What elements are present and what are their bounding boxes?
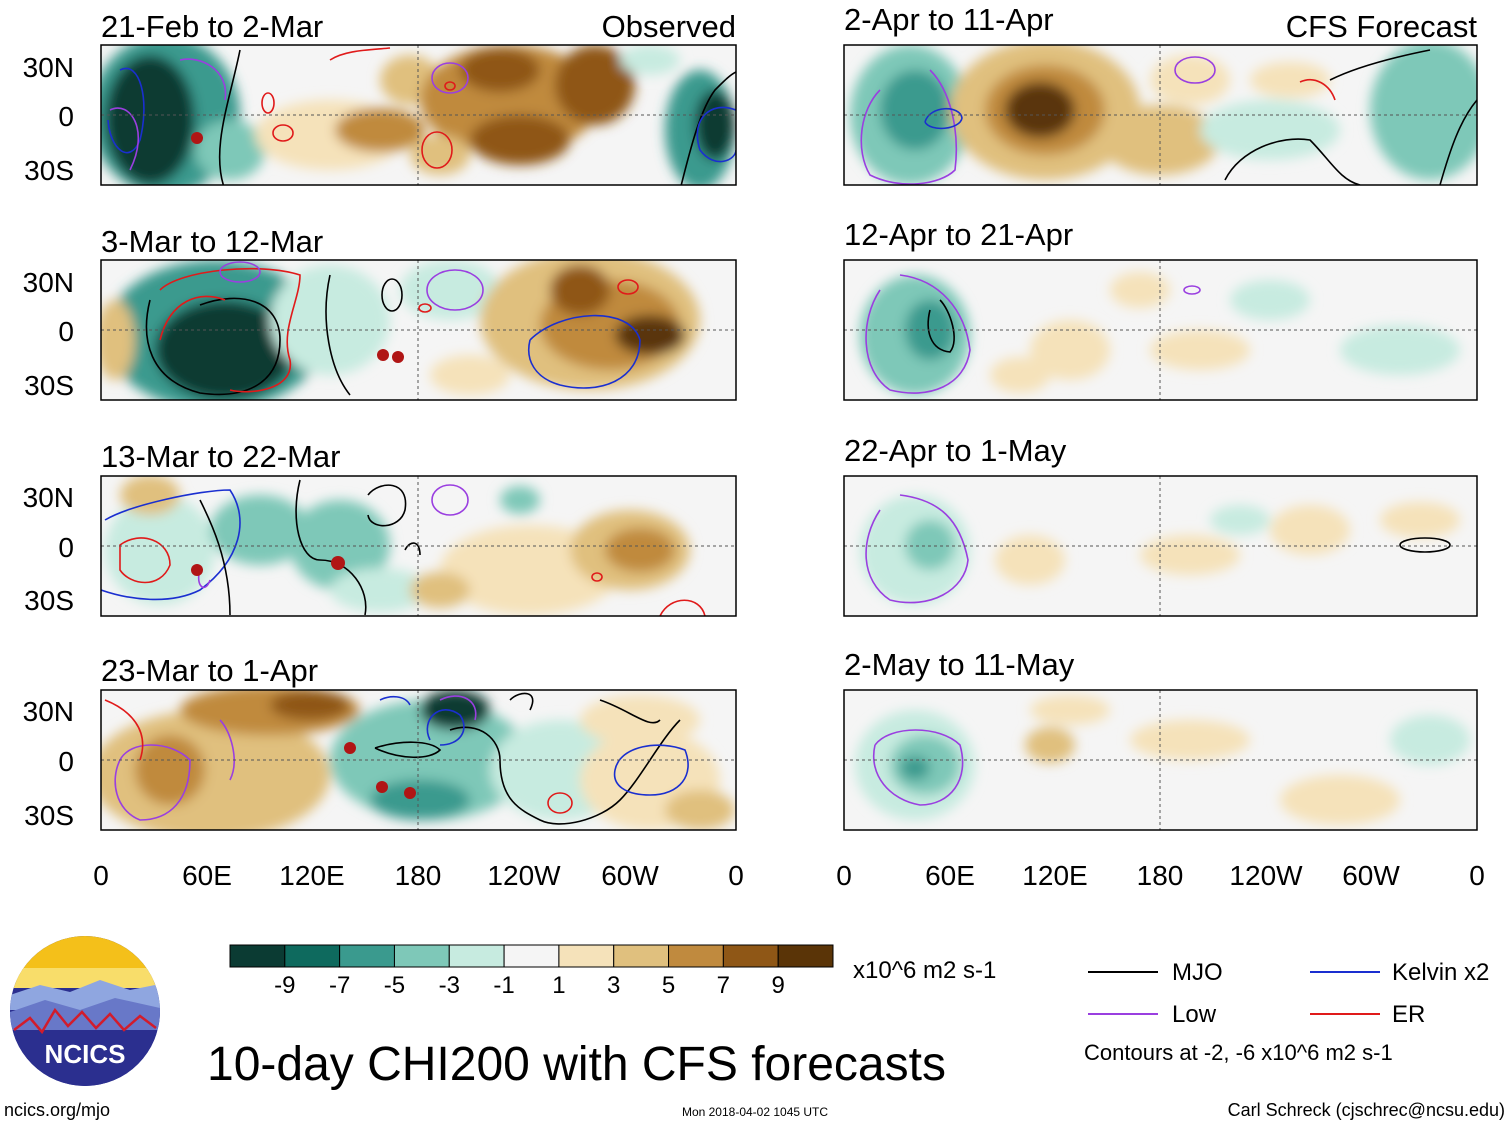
panel-observed-3: 13-Mar to 22-Mar xyxy=(100,439,737,617)
contour-legend: MJO Kelvin x2 Low ER Contours at -2, -6 … xyxy=(1084,959,1489,1065)
panel-observed-2: 3-Mar to 12-Mar xyxy=(100,224,737,401)
colorbar-swatch xyxy=(558,944,615,968)
panel-title: 12-Apr to 21-Apr xyxy=(844,217,1073,252)
colorbar-swatch xyxy=(284,944,341,968)
lat-label: 30S xyxy=(24,800,74,831)
storm-marker xyxy=(344,742,356,754)
legend-label: MJO xyxy=(1172,959,1223,986)
lon-axis-left: 0 60E 120E 180 120W 60W 0 xyxy=(93,860,744,891)
map-field xyxy=(101,45,736,185)
colorbar-tick-label: 1 xyxy=(552,972,565,999)
footer-url[interactable]: ncics.org/mjo xyxy=(4,1100,110,1120)
lat-label: 30S xyxy=(24,585,74,616)
lat-label: 30S xyxy=(24,370,74,401)
colorbar-swatch xyxy=(229,944,286,968)
lat-label: 30N xyxy=(23,696,74,727)
lat-label: 30N xyxy=(23,52,74,83)
contours-note: Contours at -2, -6 x10^6 m2 s-1 xyxy=(1084,1040,1393,1065)
panel-title: 2-May to 11-May xyxy=(844,647,1075,682)
panel-forecast-3: 22-Apr to 1-May xyxy=(843,433,1478,617)
lon-label: 0 xyxy=(836,860,852,891)
colorbar-tick-label: -5 xyxy=(384,972,405,999)
main-title: 10-day CHI200 with CFS forecasts xyxy=(207,1038,946,1091)
legend-label: Kelvin x2 xyxy=(1392,959,1489,986)
lat-label: 0 xyxy=(58,746,74,777)
lon-label: 0 xyxy=(1469,860,1485,891)
lon-label: 0 xyxy=(93,860,109,891)
lon-label: 120E xyxy=(1022,860,1087,891)
ncics-logo: NCICS xyxy=(10,936,160,1086)
colorbar-swatch xyxy=(777,944,834,968)
legend-item-mjo: MJO xyxy=(1088,959,1223,986)
lat-label: 30N xyxy=(23,267,74,298)
lon-label: 120E xyxy=(279,860,344,891)
lon-axis-right: 0 60E 120E 180 120W 60W 0 xyxy=(836,860,1485,891)
lat-label: 0 xyxy=(58,101,74,132)
lon-label: 60E xyxy=(182,860,232,891)
lon-label: 120W xyxy=(1229,860,1303,891)
storm-marker xyxy=(392,351,404,363)
panel-title: 22-Apr to 1-May xyxy=(844,433,1067,468)
colorbar-tick-label: 7 xyxy=(717,972,730,999)
colorbar-swatch xyxy=(448,944,505,968)
colorbar-swatch xyxy=(613,944,670,968)
lon-label: 120W xyxy=(487,860,561,891)
legend-item-low: Low xyxy=(1088,1001,1217,1028)
storm-marker xyxy=(191,564,203,576)
storm-marker xyxy=(376,781,388,793)
colorbar-swatch xyxy=(668,944,724,968)
lon-label: 180 xyxy=(395,860,442,891)
lon-label: 180 xyxy=(1137,860,1184,891)
storm-marker xyxy=(191,132,203,144)
panel-forecast-4: 2-May to 11-May xyxy=(843,647,1478,831)
legend-item-er: ER xyxy=(1310,1001,1425,1028)
panel-title: 3-Mar to 12-Mar xyxy=(101,224,323,259)
lon-label: 0 xyxy=(728,860,744,891)
panel-title: 13-Mar to 22-Mar xyxy=(101,439,340,474)
colorbar-units: x10^6 m2 s-1 xyxy=(853,957,996,984)
lat-label: 0 xyxy=(58,532,74,563)
colorbar: -9 -7 -5 -3 -1 1 3 5 7 9 xyxy=(229,944,834,999)
colorbar-tick-label: 9 xyxy=(772,972,785,999)
panel-title: 23-Mar to 1-Apr xyxy=(101,653,318,688)
map-field xyxy=(844,45,1477,185)
lon-label: 60E xyxy=(925,860,975,891)
lon-label: 60W xyxy=(1342,860,1400,891)
legend-label: ER xyxy=(1392,1001,1425,1028)
storm-marker xyxy=(377,349,389,361)
map-field xyxy=(101,690,736,830)
colorbar-tick-label: 5 xyxy=(662,972,675,999)
lon-label: 60W xyxy=(601,860,659,891)
panel-forecast-1: 2-Apr to 11-Apr CFS Forecast xyxy=(843,2,1478,186)
panel-observed-1: 21-Feb to 2-Mar Observed xyxy=(100,9,737,186)
colorbar-swatch xyxy=(503,944,560,968)
storm-marker xyxy=(331,556,345,570)
colorbar-swatch xyxy=(722,944,779,968)
lat-label: 0 xyxy=(58,316,74,347)
panel-title: 2-Apr to 11-Apr xyxy=(844,2,1054,37)
legend-label: Low xyxy=(1172,1001,1217,1028)
panel-forecast-2: 12-Apr to 21-Apr xyxy=(843,217,1478,401)
colorbar-tick-label: -7 xyxy=(329,972,350,999)
logo-text: NCICS xyxy=(45,1039,126,1069)
forecast-label: CFS Forecast xyxy=(1286,9,1478,44)
colorbar-swatch xyxy=(393,944,450,968)
legend-item-kelvin: Kelvin x2 xyxy=(1310,959,1489,986)
observed-label: Observed xyxy=(602,9,736,44)
footer-timestamp: Mon 2018-04-02 1045 UTC xyxy=(682,1105,828,1119)
panel-observed-4: 23-Mar to 1-Apr xyxy=(100,653,737,831)
lat-label: 30S xyxy=(24,155,74,186)
colorbar-tick-label: -3 xyxy=(439,972,460,999)
footer-credit: Carl Schreck (cjschrec@ncsu.edu) xyxy=(1228,1100,1505,1120)
colorbar-swatch xyxy=(339,944,395,968)
lat-axis-left: 30N 0 30S 30N 0 30S 30N 0 30S 30N 0 30S xyxy=(23,52,74,831)
colorbar-tick-label: 3 xyxy=(607,972,620,999)
colorbar-tick-label: -9 xyxy=(274,972,295,999)
lat-label: 30N xyxy=(23,482,74,513)
panel-title: 21-Feb to 2-Mar xyxy=(101,9,323,44)
storm-marker xyxy=(404,787,416,799)
colorbar-tick-label: -1 xyxy=(493,972,514,999)
